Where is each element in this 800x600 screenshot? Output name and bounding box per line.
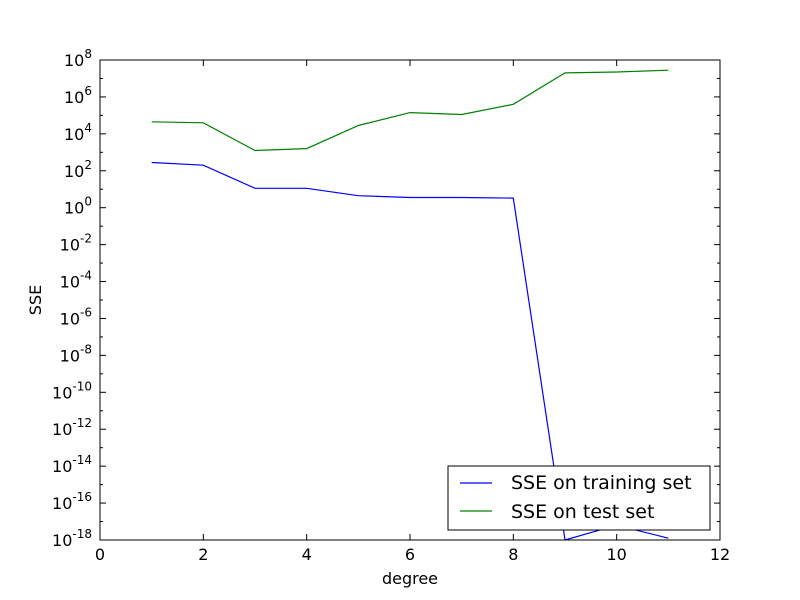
axis-ticks: 0 2 4 6 8 10 12 108 106 104 102 100 10-2 10-4 10-6 10-8…: [52, 47, 730, 564]
legend-label-training: SSE on training set: [511, 472, 692, 494]
x-tick-label: 12: [710, 545, 730, 564]
x-tick-label: 2: [198, 545, 208, 564]
y-tick-label: 10-18: [52, 527, 92, 550]
x-tick-label: 4: [302, 545, 312, 564]
y-axis-label: SSE: [26, 285, 45, 315]
y-tick-label: 10-8: [60, 342, 92, 365]
y-tick-label: 108: [64, 47, 92, 70]
legend: SSE on training set SSE on test set: [447, 465, 711, 531]
x-axis-label: degree: [382, 569, 438, 588]
legend-frame: [447, 465, 711, 531]
y-tick-label: 106: [64, 84, 92, 107]
y-tick-label: 104: [64, 121, 92, 144]
y-tick-label: 102: [64, 158, 92, 181]
legend-label-test: SSE on test set: [511, 501, 654, 523]
y-tick-label: 10-2: [60, 232, 92, 255]
series-line-training: [151, 161, 669, 540]
y-tick-label: 100: [64, 195, 92, 218]
x-tick-label: 10: [606, 545, 626, 564]
y-tick-label: 10-10: [52, 379, 92, 402]
y-tick-label: 10-12: [52, 416, 92, 439]
x-tick-label: 0: [95, 545, 105, 564]
y-tick-label: 10-4: [60, 269, 92, 292]
y-tick-label: 10-16: [52, 490, 92, 513]
series-layer: [151, 69, 669, 540]
series-line-test: [151, 69, 669, 152]
x-tick-label: 8: [508, 545, 518, 564]
x-tick-label: 6: [405, 545, 415, 564]
y-tick-label: 10-14: [52, 453, 92, 476]
y-tick-label: 10-6: [60, 305, 92, 328]
